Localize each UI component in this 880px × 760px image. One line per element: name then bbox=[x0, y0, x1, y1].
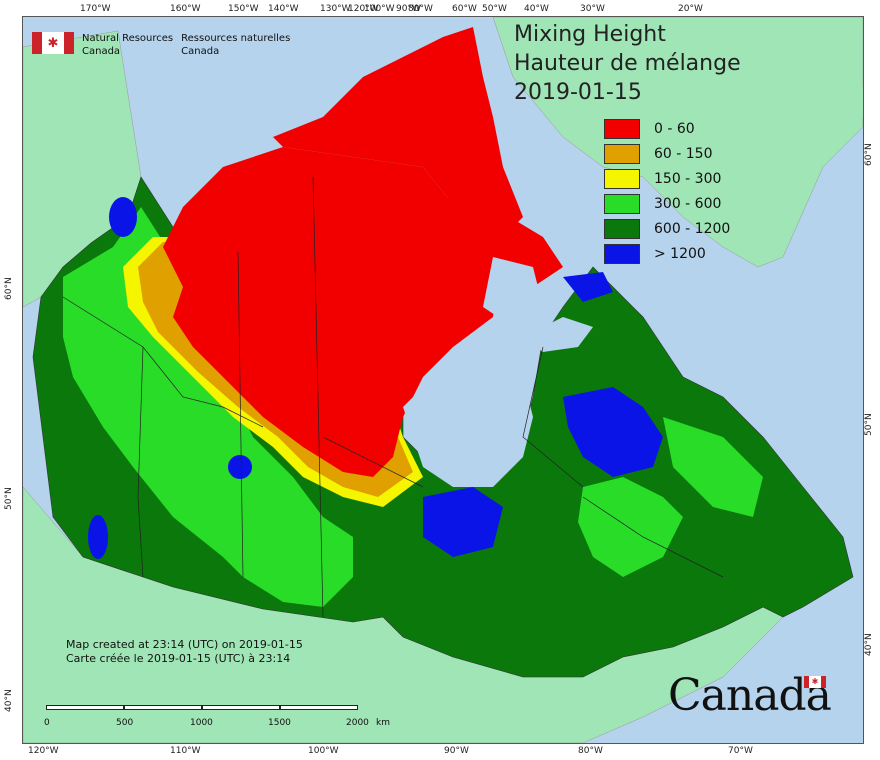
lon-tick-top: 140°W bbox=[268, 4, 299, 14]
legend-label: 600 - 1200 bbox=[654, 220, 731, 237]
foxe-basin bbox=[483, 257, 543, 327]
lon-tick-top: 80°W bbox=[408, 4, 433, 14]
legend-swatch bbox=[604, 118, 640, 139]
scale-unit: km bbox=[376, 718, 390, 728]
province-borders bbox=[62, 176, 724, 618]
lat-tick-left: 60°N bbox=[4, 277, 14, 300]
title-date: 2019-01-15 bbox=[514, 80, 642, 105]
scale-label: 0 bbox=[44, 718, 50, 728]
lon-tick-top: 160°W bbox=[170, 4, 201, 14]
lon-tick-bottom: 90°W bbox=[444, 746, 469, 756]
map-drawing bbox=[23, 17, 863, 743]
lon-tick-top: 90°W bbox=[396, 4, 421, 14]
legend-label: 60 - 150 bbox=[654, 145, 713, 162]
zone-0-60-arctic-islands bbox=[273, 27, 523, 247]
lon-tick-bottom: 100°W bbox=[308, 746, 339, 756]
legend-item: 600 - 1200 bbox=[604, 216, 730, 241]
zone-1200-bc bbox=[88, 515, 108, 559]
lon-tick-bottom: 70°W bbox=[728, 746, 753, 756]
lon-tick-top: 60°W bbox=[452, 4, 477, 14]
lon-tick-bottom: 110°W bbox=[170, 746, 201, 756]
legend-item: > 1200 bbox=[604, 241, 730, 266]
lon-tick-top: 20°W bbox=[678, 4, 703, 14]
legend: 0 - 60 60 - 150 150 - 300 300 - 600 600 … bbox=[604, 116, 730, 266]
hudson-strait bbox=[523, 317, 593, 352]
scale-bar: 0 500 1000 1500 2000 km bbox=[44, 702, 390, 728]
agency-name-en-1: Natural Resources bbox=[82, 33, 174, 44]
lat-tick-right: 60°N bbox=[864, 143, 874, 166]
greenland-land bbox=[492, 17, 863, 268]
legend-swatch bbox=[604, 168, 640, 189]
credit-en: Map created at 23:14 (UTC) on 2019-01-15 bbox=[66, 638, 303, 651]
legend-item: 300 - 600 bbox=[604, 191, 730, 216]
lat-tick-right: 40°N bbox=[864, 633, 874, 656]
lon-tick-top: 120°W bbox=[348, 4, 379, 14]
zone-1200-alaska bbox=[109, 197, 137, 237]
scale-segment bbox=[124, 705, 202, 710]
lat-tick-left: 40°N bbox=[4, 689, 14, 712]
title-en: Mixing Height bbox=[514, 22, 666, 47]
scale-segment bbox=[46, 705, 124, 710]
lon-tick-bottom: 80°W bbox=[578, 746, 603, 756]
legend-swatch bbox=[604, 193, 640, 214]
agency-name-fr-2: Canada bbox=[181, 46, 220, 57]
credit-fr: Carte créée le 2019-01-15 (UTC) à 23:14 bbox=[66, 652, 291, 665]
legend-label: > 1200 bbox=[654, 245, 706, 262]
map-credits: Map created at 23:14 (UTC) on 2019-01-15… bbox=[66, 638, 303, 666]
legend-label: 0 - 60 bbox=[654, 120, 695, 137]
canada-flag-icon: ✱ bbox=[32, 32, 74, 54]
hudson-bay bbox=[403, 357, 533, 487]
lat-tick-left: 50°N bbox=[4, 487, 14, 510]
zone-300-600-quebec bbox=[578, 477, 683, 577]
zone-1200-greenland-edge bbox=[563, 272, 613, 302]
legend-swatch bbox=[604, 143, 640, 164]
scale-label: 500 bbox=[116, 718, 134, 728]
scale-label: 1500 bbox=[268, 718, 291, 728]
lon-tick-top: 170°W bbox=[80, 4, 111, 14]
legend-label: 150 - 300 bbox=[654, 170, 722, 187]
iceland-land bbox=[823, 87, 863, 119]
zone-1200-ontario bbox=[423, 487, 503, 557]
zone-0-60-central bbox=[163, 147, 503, 477]
legend-swatch bbox=[604, 218, 640, 239]
lon-tick-top: 100°W bbox=[364, 4, 395, 14]
lon-tick-top: 150°W bbox=[228, 4, 259, 14]
zone-300-600-labrador bbox=[663, 417, 763, 517]
lon-tick-top: 50°W bbox=[482, 4, 507, 14]
agency-name-fr-1: Ressources naturelles bbox=[181, 33, 291, 44]
lon-tick-top: 40°W bbox=[524, 4, 549, 14]
legend-item: 60 - 150 bbox=[604, 141, 730, 166]
scale-label: 2000 bbox=[346, 718, 369, 728]
lon-tick-top: 30°W bbox=[580, 4, 605, 14]
lat-tick-right: 50°N bbox=[864, 413, 874, 436]
legend-label: 300 - 600 bbox=[654, 195, 722, 212]
legend-item: 150 - 300 bbox=[604, 166, 730, 191]
legend-item: 0 - 60 bbox=[604, 116, 730, 141]
lon-tick-bottom: 120°W bbox=[28, 746, 59, 756]
zone-1200-alberta bbox=[228, 455, 252, 479]
scale-label: 1000 bbox=[190, 718, 213, 728]
legend-swatch bbox=[604, 243, 640, 264]
agency-name-en-2: Canada bbox=[82, 46, 121, 57]
map-title: Mixing Height Hauteur de mélange 2019-01… bbox=[514, 20, 741, 107]
map-canvas bbox=[22, 16, 864, 744]
scale-segment bbox=[280, 705, 358, 710]
wordmark-flag-icon: ✱ bbox=[804, 676, 826, 688]
zone-0-60-baffin bbox=[443, 197, 563, 287]
zone-1200-quebec bbox=[563, 387, 663, 477]
scale-segment bbox=[202, 705, 280, 710]
agency-logo: ✱ Natural Resources Canada Ressources na… bbox=[32, 32, 290, 58]
title-fr: Hauteur de mélange bbox=[514, 51, 741, 76]
lon-tick-top: 130°W bbox=[320, 4, 351, 14]
